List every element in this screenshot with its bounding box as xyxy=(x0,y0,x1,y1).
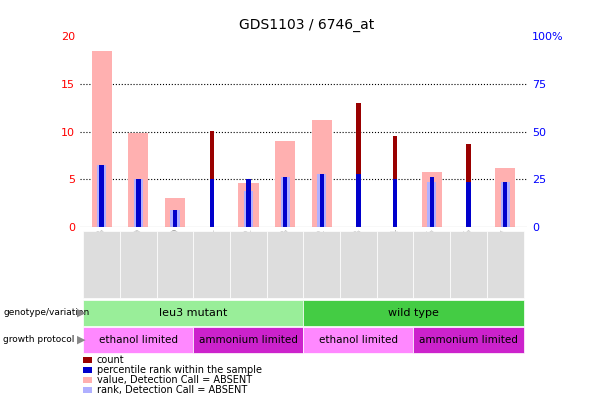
Bar xyxy=(427,182,436,227)
Bar xyxy=(501,182,510,227)
Text: ethanol limited: ethanol limited xyxy=(99,335,178,345)
Bar xyxy=(99,165,104,227)
Text: ammonium limited: ammonium limited xyxy=(419,335,518,345)
Bar xyxy=(356,103,360,227)
Text: genotype/variation: genotype/variation xyxy=(3,308,89,318)
Text: GDS1103 / 6746_at: GDS1103 / 6746_at xyxy=(239,18,374,32)
Bar xyxy=(136,179,140,227)
Bar xyxy=(430,177,434,227)
Bar xyxy=(210,131,214,227)
Bar xyxy=(210,179,214,227)
Bar xyxy=(422,172,442,227)
Bar xyxy=(134,179,143,227)
Bar xyxy=(466,144,471,227)
Bar xyxy=(393,136,397,227)
Text: value, Detection Call = ABSENT: value, Detection Call = ABSENT xyxy=(97,375,252,385)
Bar xyxy=(466,182,471,227)
Bar xyxy=(91,51,112,227)
Bar xyxy=(393,179,397,227)
Bar xyxy=(275,141,295,227)
Bar xyxy=(281,177,290,227)
Bar xyxy=(311,120,332,227)
Bar xyxy=(246,179,251,227)
Bar xyxy=(503,182,508,227)
Bar xyxy=(317,175,326,227)
Bar xyxy=(244,191,253,227)
Bar xyxy=(319,175,324,227)
Text: ▶: ▶ xyxy=(77,308,86,318)
Bar xyxy=(283,177,287,227)
Text: ethanol limited: ethanol limited xyxy=(319,335,398,345)
Bar xyxy=(97,165,106,227)
Text: ▶: ▶ xyxy=(77,335,86,345)
Text: count: count xyxy=(97,356,124,365)
Bar xyxy=(173,210,177,227)
Text: growth protocol: growth protocol xyxy=(3,335,74,345)
Bar xyxy=(128,132,148,227)
Bar xyxy=(238,183,259,227)
Bar xyxy=(170,210,180,227)
Text: rank, Detection Call = ABSENT: rank, Detection Call = ABSENT xyxy=(97,385,247,394)
Text: ammonium limited: ammonium limited xyxy=(199,335,298,345)
Bar xyxy=(356,173,360,227)
Bar xyxy=(495,168,516,227)
Text: percentile rank within the sample: percentile rank within the sample xyxy=(97,365,262,375)
Bar xyxy=(165,198,185,227)
Text: wild type: wild type xyxy=(388,308,439,318)
Text: leu3 mutant: leu3 mutant xyxy=(159,308,227,318)
